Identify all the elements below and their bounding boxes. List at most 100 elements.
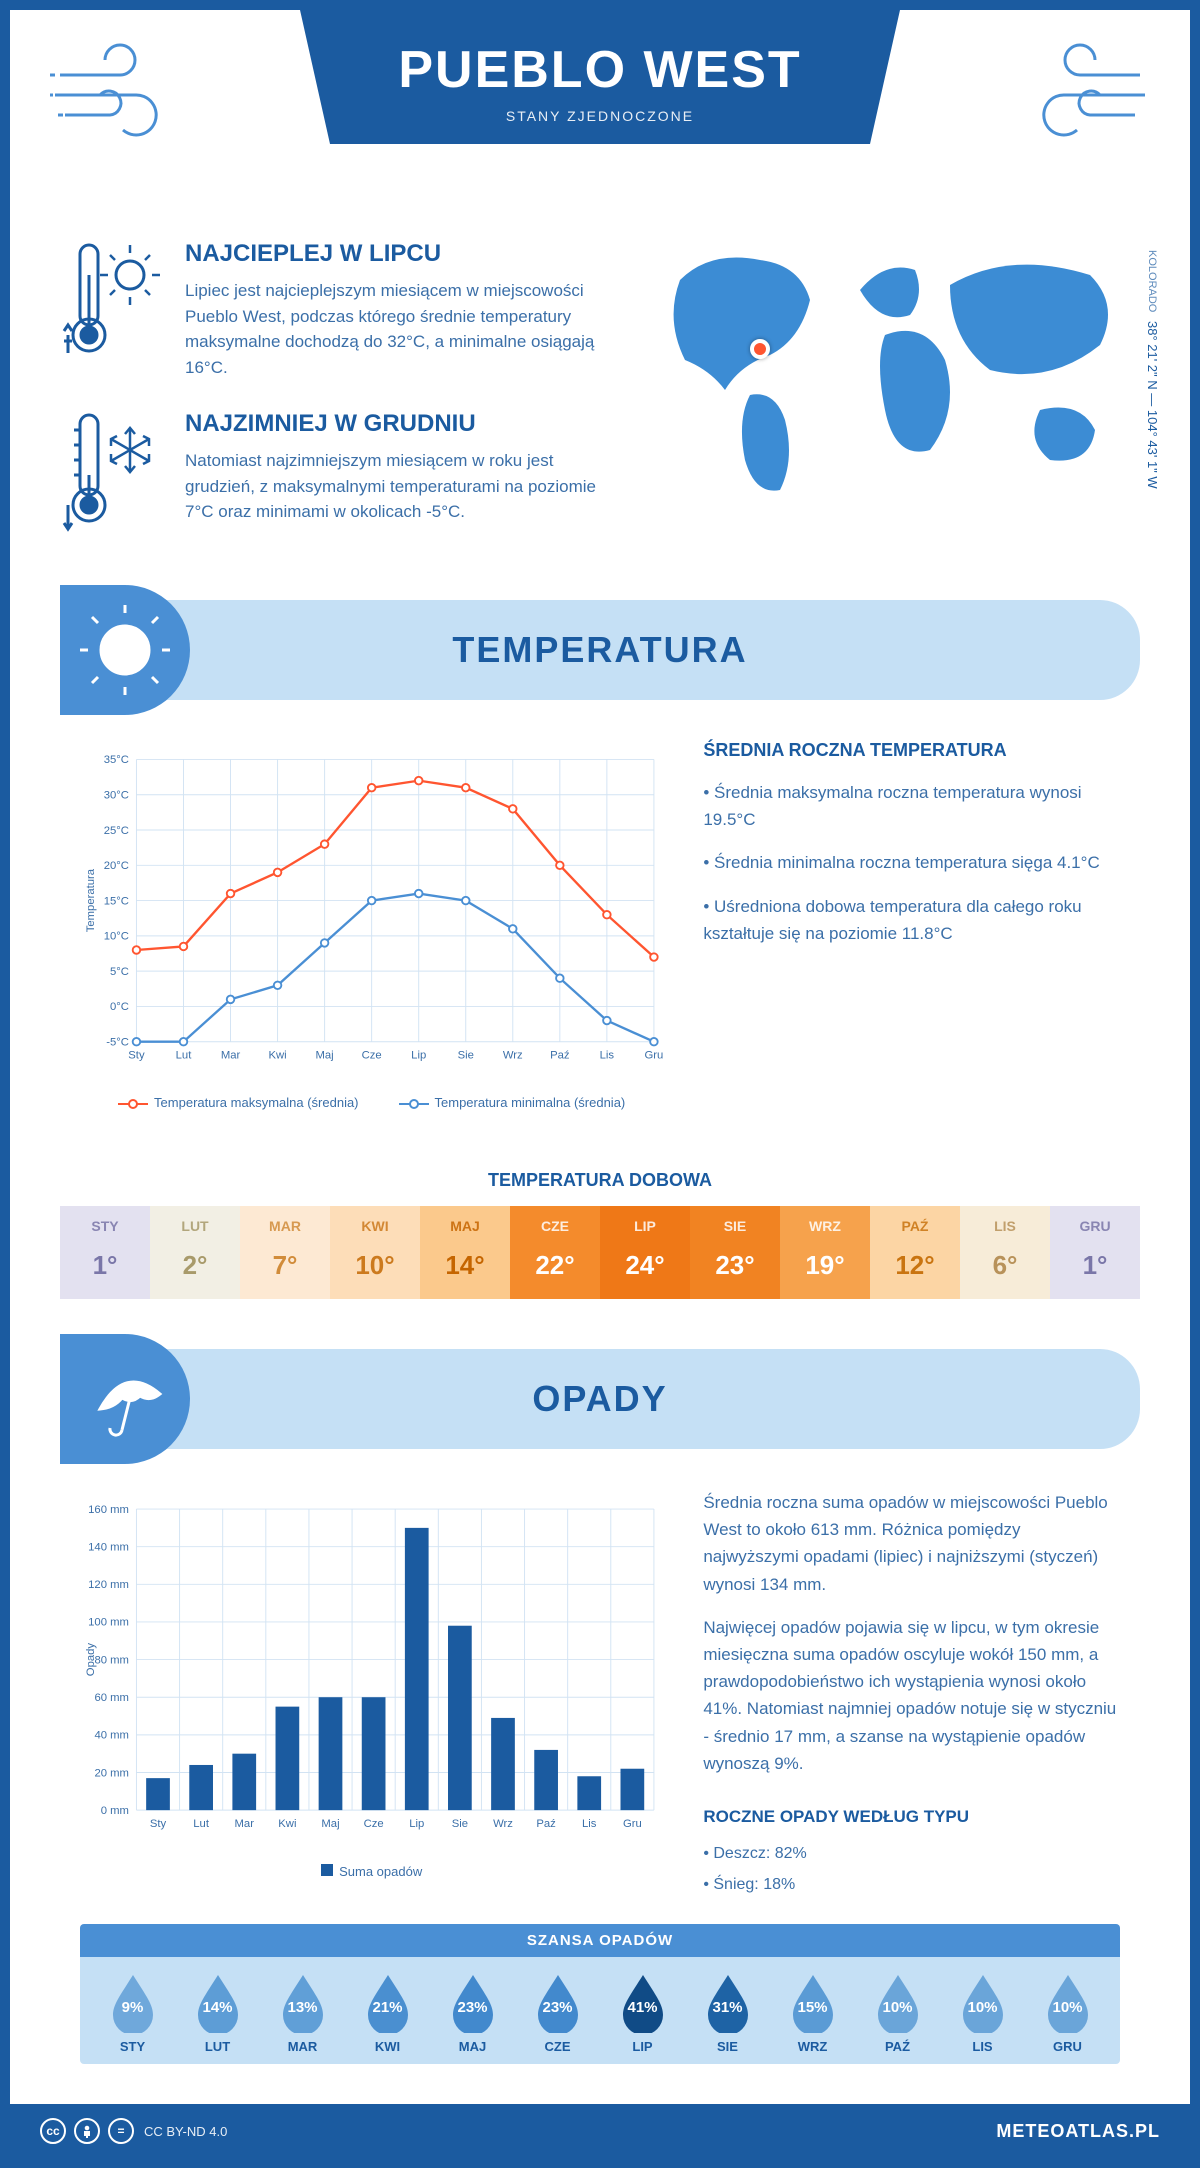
- daily-value: 19°: [780, 1250, 870, 1281]
- svg-text:140 mm: 140 mm: [88, 1541, 129, 1553]
- by-icon: [74, 2118, 100, 2144]
- svg-text:5°C: 5°C: [110, 966, 129, 978]
- daily-month: LIS: [960, 1218, 1050, 1234]
- rain-chance-cell: 31% SIE: [685, 1971, 770, 2054]
- svg-text:Mar: Mar: [221, 1050, 241, 1062]
- rain-chance-value: 31%: [712, 1999, 742, 2016]
- hottest-text: Lipiec jest najcieplejszym miesiącem w m…: [185, 278, 600, 380]
- location-marker: [750, 339, 770, 359]
- daily-cell: STY 1°: [60, 1206, 150, 1299]
- daily-cell: LIS 6°: [960, 1206, 1050, 1299]
- daily-month: GRU: [1050, 1218, 1140, 1234]
- page-title: PUEBLO WEST: [380, 40, 820, 100]
- svg-text:Wrz: Wrz: [503, 1050, 523, 1062]
- rain-chance-value: 10%: [882, 1999, 912, 2016]
- rain-chance-month: LUT: [175, 2039, 260, 2054]
- svg-text:Cze: Cze: [364, 1818, 384, 1830]
- daily-cell: LUT 2°: [150, 1206, 240, 1299]
- section-header-temperature: TEMPERATURA: [60, 600, 1140, 700]
- svg-text:Gru: Gru: [645, 1050, 664, 1062]
- daily-temp-title: TEMPERATURA DOBOWA: [10, 1170, 1190, 1191]
- svg-text:Lis: Lis: [600, 1050, 615, 1062]
- umbrella-icon: [60, 1334, 190, 1464]
- svg-text:Temperatura: Temperatura: [85, 868, 97, 932]
- svg-text:0 mm: 0 mm: [101, 1805, 129, 1817]
- svg-text:Sie: Sie: [452, 1818, 468, 1830]
- temp-chart: -5°C0°C5°C10°C15°C20°C25°C30°C35°CStyLut…: [80, 740, 663, 1110]
- svg-text:60 mm: 60 mm: [94, 1692, 128, 1704]
- rain-drop-icon: 41%: [617, 1971, 669, 2033]
- precip-legend: Suma opadów: [80, 1864, 663, 1879]
- daily-month: WRZ: [780, 1218, 870, 1234]
- rain-chance-value: 14%: [202, 1999, 232, 2016]
- rain-drop-icon: 10%: [872, 1971, 924, 2033]
- avg-line: • Średnia maksymalna roczna temperatura …: [703, 779, 1120, 833]
- daily-value: 6°: [960, 1250, 1050, 1281]
- rain-drop-icon: 23%: [532, 1971, 584, 2033]
- svg-text:Maj: Maj: [316, 1050, 334, 1062]
- thermometer-cold-icon: [60, 410, 160, 530]
- svg-text:Kwi: Kwi: [278, 1818, 296, 1830]
- header: PUEBLO WEST STANY ZJEDNOCZONE: [10, 10, 1190, 220]
- section-header-precip: OPADY: [60, 1349, 1140, 1449]
- svg-text:15°C: 15°C: [104, 895, 129, 907]
- hottest-block: NAJCIEPLEJ W LIPCU Lipiec jest najcieple…: [60, 240, 600, 380]
- svg-text:Sty: Sty: [150, 1818, 167, 1830]
- lat-label: 38° 21' 2" N: [1145, 321, 1160, 390]
- svg-text:25°C: 25°C: [104, 825, 129, 837]
- rain-chance-cell: 10% GRU: [1025, 1971, 1110, 2054]
- daily-value: 7°: [240, 1250, 330, 1281]
- rain-drop-icon: 13%: [277, 1971, 329, 2033]
- region-label: KOLORADO: [1146, 250, 1158, 312]
- rain-chance-cell: 13% MAR: [260, 1971, 345, 2054]
- rain-chance-value: 13%: [287, 1999, 317, 2016]
- svg-text:Lip: Lip: [409, 1818, 424, 1830]
- rain-chance-cell: 23% CZE: [515, 1971, 600, 2054]
- rain-chance-value: 23%: [457, 1999, 487, 2016]
- daily-temp-grid: STY 1° LUT 2° MAR 7° KWI 10° MAJ 14° CZE…: [60, 1206, 1140, 1299]
- svg-text:10°C: 10°C: [104, 931, 129, 943]
- svg-text:Paź: Paź: [536, 1818, 556, 1830]
- sun-icon: [60, 585, 190, 715]
- svg-text:Sty: Sty: [128, 1050, 145, 1062]
- thermometer-hot-icon: [60, 240, 160, 360]
- svg-text:Gru: Gru: [623, 1818, 642, 1830]
- svg-text:Lis: Lis: [582, 1818, 597, 1830]
- daily-value: 10°: [330, 1250, 420, 1281]
- cc-icon: cc: [40, 2118, 66, 2144]
- page-subtitle: STANY ZJEDNOCZONE: [380, 108, 820, 124]
- daily-value: 2°: [150, 1250, 240, 1281]
- rain-chance-value: 15%: [797, 1999, 827, 2016]
- nd-icon: =: [108, 2118, 134, 2144]
- hottest-title: NAJCIEPLEJ W LIPCU: [185, 240, 600, 268]
- svg-text:40 mm: 40 mm: [94, 1730, 128, 1742]
- rain-drop-icon: 15%: [787, 1971, 839, 2033]
- wind-icon: [1020, 40, 1150, 155]
- svg-text:100 mm: 100 mm: [88, 1617, 129, 1629]
- svg-text:Lip: Lip: [411, 1050, 426, 1062]
- rain-chance-value: 10%: [1052, 1999, 1082, 2016]
- rain-chance-month: PAŹ: [855, 2039, 940, 2054]
- temp-heading: TEMPERATURA: [240, 629, 960, 671]
- rain-drop-icon: 14%: [192, 1971, 244, 2033]
- title-banner: PUEBLO WEST STANY ZJEDNOCZONE: [300, 10, 900, 144]
- svg-text:Cze: Cze: [362, 1050, 382, 1062]
- svg-text:35°C: 35°C: [104, 754, 129, 766]
- daily-cell: SIE 23°: [690, 1206, 780, 1299]
- svg-text:-5°C: -5°C: [106, 1036, 129, 1048]
- daily-cell: CZE 22°: [510, 1206, 600, 1299]
- temp-averages: ŚREDNIA ROCZNA TEMPERATURA • Średnia mak…: [703, 740, 1120, 1110]
- daily-value: 14°: [420, 1250, 510, 1281]
- rain-chance-cell: 21% KWI: [345, 1971, 430, 2054]
- rain-drop-icon: 23%: [447, 1971, 499, 2033]
- world-map: [640, 240, 1140, 500]
- rain-chance-cell: 14% LUT: [175, 1971, 260, 2054]
- rain-chance-cell: 10% LIS: [940, 1971, 1025, 2054]
- temp-legend: Temperatura maksymalna (średnia) Tempera…: [80, 1095, 663, 1110]
- daily-month: KWI: [330, 1218, 420, 1234]
- legend-min: Temperatura minimalna (średnia): [435, 1095, 626, 1110]
- precip-para1: Średnia roczna suma opadów w miejscowośc…: [703, 1489, 1120, 1598]
- lon-label: 104° 43' 1" W: [1145, 410, 1160, 489]
- daily-cell: PAŹ 12°: [870, 1206, 960, 1299]
- svg-text:Sie: Sie: [458, 1050, 474, 1062]
